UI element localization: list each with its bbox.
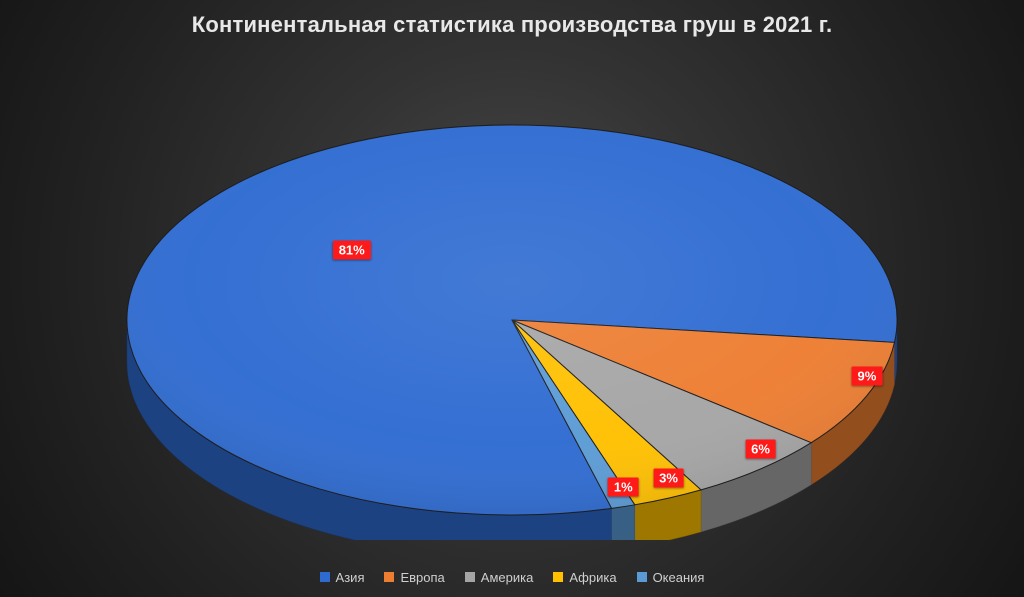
legend-swatch: [384, 572, 394, 582]
data-label-Европа: 9%: [852, 366, 883, 385]
pie-chart: 81% 9% 6% 3% 1%: [0, 40, 1024, 540]
legend-swatch: [637, 572, 647, 582]
data-label-Азия: 81%: [333, 240, 371, 259]
legend-label: Азия: [336, 570, 365, 585]
pie-svg: [0, 40, 1024, 540]
chart-title: Континентальная статистика производства …: [0, 12, 1024, 38]
legend-label: Америка: [481, 570, 534, 585]
pie-rim-Океания: [612, 505, 635, 540]
legend-item-Америка: Америка: [465, 570, 534, 585]
legend-label: Океания: [653, 570, 705, 585]
legend-label: Европа: [400, 570, 444, 585]
legend-swatch: [553, 572, 563, 582]
chart-container: Континентальная статистика производства …: [0, 0, 1024, 597]
legend-swatch: [320, 572, 330, 582]
legend: Азия Европа Америка Африка Океания: [0, 570, 1024, 586]
legend-swatch: [465, 572, 475, 582]
legend-item-Азия: Азия: [320, 570, 365, 585]
data-label-Африка: 3%: [653, 469, 684, 488]
legend-label: Африка: [569, 570, 616, 585]
legend-item-Африка: Африка: [553, 570, 616, 585]
legend-item-Океания: Океания: [637, 570, 705, 585]
data-label-Америка: 6%: [745, 439, 776, 458]
data-label-Океания: 1%: [608, 477, 639, 496]
legend-item-Европа: Европа: [384, 570, 444, 585]
